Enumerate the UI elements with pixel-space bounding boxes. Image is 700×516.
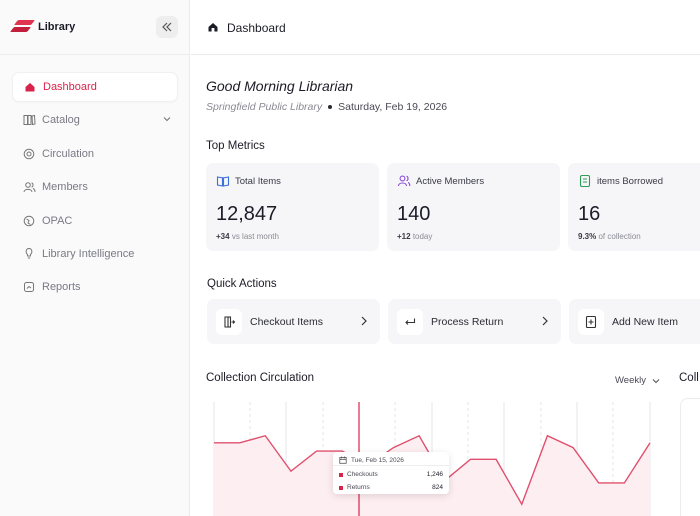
- metric-delta: +12 today: [397, 232, 433, 241]
- collection-circulation-title: Collection Circulation: [206, 372, 315, 384]
- sidebar-item-reports[interactable]: Reports: [12, 272, 178, 302]
- metric-value: 140: [397, 203, 431, 225]
- sidebar-item-circulation[interactable]: Circulation: [12, 139, 178, 169]
- current-date: Saturday, Feb 19, 2026: [338, 101, 448, 113]
- quick-actions-title: Quick Actions: [207, 278, 277, 290]
- checkout-icon: [216, 308, 242, 335]
- book-icon: [22, 113, 36, 127]
- sidebar-item-label: OPAC: [42, 214, 73, 227]
- top-bar: Dashboard: [191, 0, 700, 55]
- users-icon: [397, 174, 411, 188]
- calendar-icon: [339, 456, 347, 464]
- sidebar: Library Dashboard Catalog Circulation Me…: [0, 0, 190, 516]
- double-chevron-left-icon: [162, 22, 172, 32]
- action-label: Process Return: [431, 315, 504, 328]
- tooltip-label: Checkouts: [347, 471, 378, 478]
- metric-value: 12,847: [216, 203, 278, 225]
- report-icon: [22, 280, 36, 294]
- metric-label: items Borrowed: [597, 175, 663, 187]
- series-swatch: [339, 485, 343, 490]
- add-new-item-button[interactable]: Add New Item: [569, 299, 700, 344]
- sidebar-item-library-intelligence[interactable]: Library Intelligence: [12, 239, 178, 269]
- sidebar-item-label: Circulation: [42, 147, 94, 160]
- members-icon: [22, 180, 36, 194]
- chevron-down-icon: [652, 378, 660, 383]
- sidebar-item-opac[interactable]: OPAC: [12, 206, 178, 236]
- metric-card-active-members[interactable]: Active Members 140 +12 today: [387, 163, 560, 251]
- tooltip-value: 1,246: [426, 471, 443, 478]
- add-book-icon: [578, 308, 604, 335]
- process-return-button[interactable]: Process Return: [388, 299, 561, 344]
- period-select[interactable]: Weekly: [615, 375, 661, 386]
- globe-icon: [22, 214, 36, 228]
- ledger-icon: [578, 174, 592, 188]
- book-open-icon: [216, 174, 230, 188]
- greeting-title: Good Morning Librarian: [206, 78, 354, 94]
- circulation-icon: [22, 147, 36, 161]
- tooltip-divider: [333, 465, 449, 466]
- sidebar-item-catalog[interactable]: Catalog: [12, 105, 178, 135]
- sidebar-header: Library: [0, 0, 189, 55]
- greeting-subtitle: Springfield Public Library Saturday, Feb…: [206, 101, 447, 113]
- tooltip-label: Returns: [347, 484, 370, 491]
- metric-card-items-borrowed[interactable]: items Borrowed 16 9.3% of collection: [568, 163, 700, 251]
- library-logo: [10, 19, 35, 33]
- metric-label: Active Members: [416, 175, 485, 187]
- tooltip-row-checkouts: Checkouts 1,246: [339, 471, 443, 478]
- secondary-panel-card: [680, 398, 700, 516]
- checkout-items-button[interactable]: Checkout Items: [207, 299, 380, 344]
- tooltip-row-returns: Returns 824: [339, 484, 443, 491]
- metric-label: Total Items: [235, 175, 281, 187]
- sidebar-item-label: Dashboard: [43, 81, 97, 93]
- action-label: Checkout Items: [250, 315, 323, 328]
- breadcrumb: Dashboard: [227, 21, 286, 35]
- chart-tooltip: Tue, Feb 15, 2026 Checkouts 1,246 Return…: [333, 452, 449, 494]
- bulb-icon: [22, 247, 36, 261]
- chevron-right-icon: [542, 316, 548, 326]
- home-icon: [208, 23, 218, 32]
- series-swatch: [339, 472, 343, 477]
- tooltip-date: Tue, Feb 15, 2026: [351, 456, 404, 464]
- period-select-value: Weekly: [615, 375, 646, 386]
- separator-dot: [328, 105, 333, 109]
- sidebar-item-members[interactable]: Members: [12, 172, 178, 202]
- action-label: Add New Item: [612, 315, 678, 328]
- return-icon: [397, 308, 423, 335]
- dashboard-icon: [23, 80, 37, 94]
- sidebar-item-label: Members: [42, 181, 88, 194]
- chevron-right-icon: [361, 316, 367, 326]
- top-metrics-title: Top Metrics: [206, 140, 265, 152]
- collapse-sidebar-button[interactable]: [156, 16, 178, 38]
- sidebar-item-dashboard[interactable]: Dashboard: [12, 72, 178, 102]
- chevron-down-icon: [163, 117, 171, 122]
- sidebar-item-label: Library Intelligence: [42, 247, 135, 260]
- metric-value: 16: [578, 203, 601, 225]
- metric-card-total-items[interactable]: Total Items 12,847 +34 vs last month: [206, 163, 379, 251]
- metric-delta: +34 vs last month: [216, 232, 279, 241]
- library-name: Springfield Public Library: [206, 101, 323, 113]
- tooltip-value: 824: [432, 484, 443, 491]
- brand-name: Library: [38, 21, 76, 33]
- secondary-panel-title: Coll: [679, 372, 699, 384]
- sidebar-item-label: Reports: [42, 281, 81, 294]
- sidebar-item-label: Catalog: [42, 114, 80, 127]
- metric-delta: 9.3% of collection: [578, 232, 641, 241]
- sidebar-nav: Dashboard Catalog Circulation Members OP…: [12, 72, 178, 306]
